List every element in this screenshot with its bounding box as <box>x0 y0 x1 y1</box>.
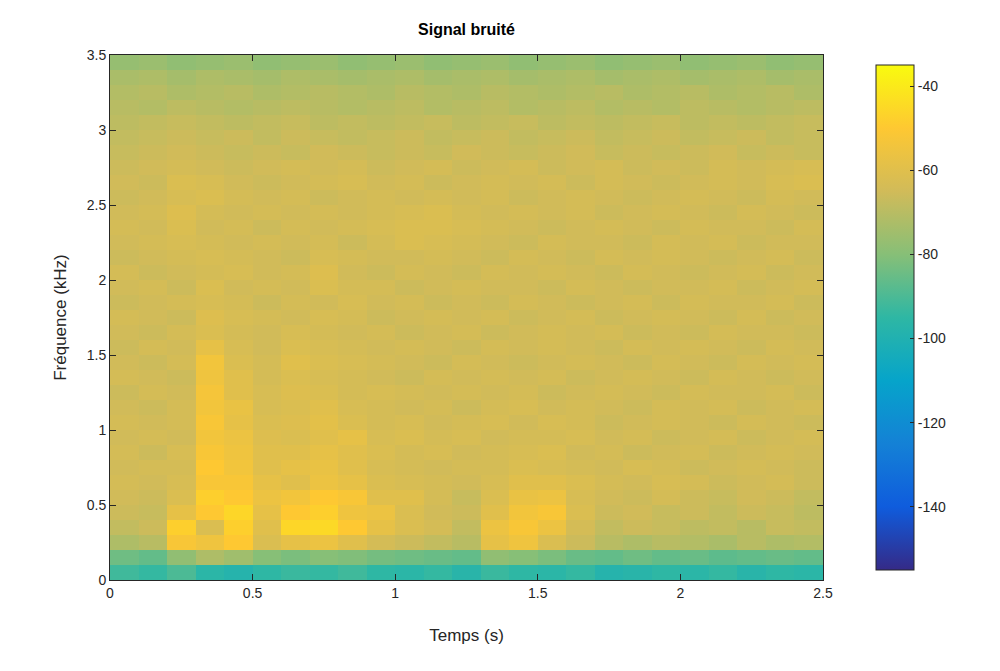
svg-text:Temps (s): Temps (s) <box>429 626 504 645</box>
svg-text:1.5: 1.5 <box>528 585 548 601</box>
svg-text:-60: -60 <box>918 162 938 178</box>
svg-text:2: 2 <box>677 585 685 601</box>
svg-text:3: 3 <box>98 122 106 138</box>
svg-text:1.5: 1.5 <box>87 347 107 363</box>
svg-text:Fréquence (kHz): Fréquence (kHz) <box>51 254 70 381</box>
svg-text:-80: -80 <box>918 246 938 262</box>
svg-text:Signal bruité: Signal bruité <box>418 21 515 38</box>
svg-text:2.5: 2.5 <box>813 585 833 601</box>
svg-text:1: 1 <box>391 585 399 601</box>
svg-text:0: 0 <box>98 572 106 588</box>
svg-text:-100: -100 <box>918 330 946 346</box>
svg-text:1: 1 <box>98 422 106 438</box>
svg-text:2.5: 2.5 <box>87 197 107 213</box>
svg-text:0.5: 0.5 <box>87 497 107 513</box>
svg-text:-140: -140 <box>918 499 946 515</box>
svg-text:2: 2 <box>98 272 106 288</box>
svg-text:-120: -120 <box>918 415 946 431</box>
svg-text:0.5: 0.5 <box>243 585 263 601</box>
svg-text:3.5: 3.5 <box>87 47 107 63</box>
svg-text:-40: -40 <box>918 78 938 94</box>
svg-text:0: 0 <box>106 585 114 601</box>
